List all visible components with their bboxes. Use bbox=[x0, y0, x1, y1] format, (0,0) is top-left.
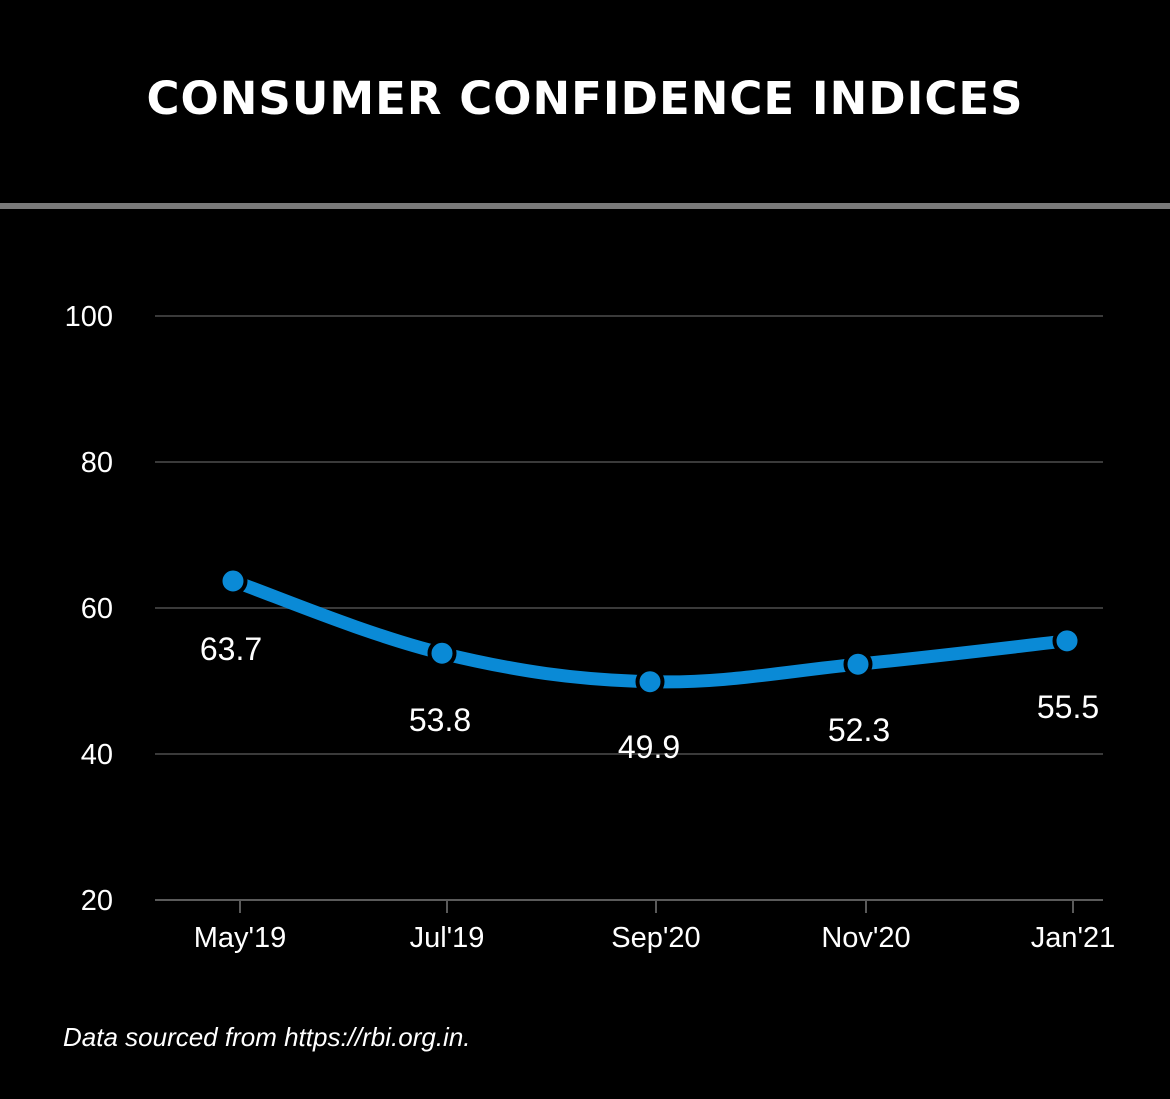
data-points bbox=[218, 566, 1082, 697]
y-tick-label: 80 bbox=[81, 447, 113, 479]
data-label: 63.7 bbox=[200, 631, 262, 667]
data-point bbox=[427, 638, 457, 668]
x-tick-label: Jan'21 bbox=[1031, 922, 1116, 954]
data-point bbox=[218, 566, 248, 596]
x-tick-label: Jul'19 bbox=[410, 922, 485, 954]
data-label: 53.8 bbox=[409, 702, 471, 738]
series-line bbox=[226, 574, 1074, 689]
data-label: 55.5 bbox=[1037, 689, 1099, 725]
series-path bbox=[226, 574, 1074, 689]
x-tick-label: May'19 bbox=[194, 922, 287, 954]
data-point bbox=[635, 667, 665, 697]
data-labels: 63.7 53.8 49.9 52.3 55.5 bbox=[200, 631, 1099, 765]
y-tick-label: 60 bbox=[81, 593, 113, 625]
gridlines bbox=[155, 315, 1103, 755]
x-tick-label: Sep'20 bbox=[611, 922, 700, 954]
chart-title: CONSUMER CONFIDENCE INDICES bbox=[146, 72, 1024, 125]
data-point bbox=[843, 649, 873, 679]
x-axis bbox=[155, 899, 1103, 913]
y-tick-label: 100 bbox=[65, 301, 113, 333]
x-tick-label: Nov'20 bbox=[821, 922, 910, 954]
y-axis-tick-labels: 20 40 60 80 100 bbox=[65, 301, 113, 917]
data-label: 49.9 bbox=[618, 729, 680, 765]
y-tick-label: 40 bbox=[81, 739, 113, 771]
y-tick-label: 20 bbox=[81, 885, 113, 917]
data-label: 52.3 bbox=[828, 712, 890, 748]
source-note: Data sourced from https://rbi.org.in. bbox=[63, 1022, 471, 1052]
title-divider bbox=[0, 203, 1170, 209]
x-axis-tick-labels: May'19 Jul'19 Sep'20 Nov'20 Jan'21 bbox=[194, 922, 1116, 954]
data-point bbox=[1052, 626, 1082, 656]
